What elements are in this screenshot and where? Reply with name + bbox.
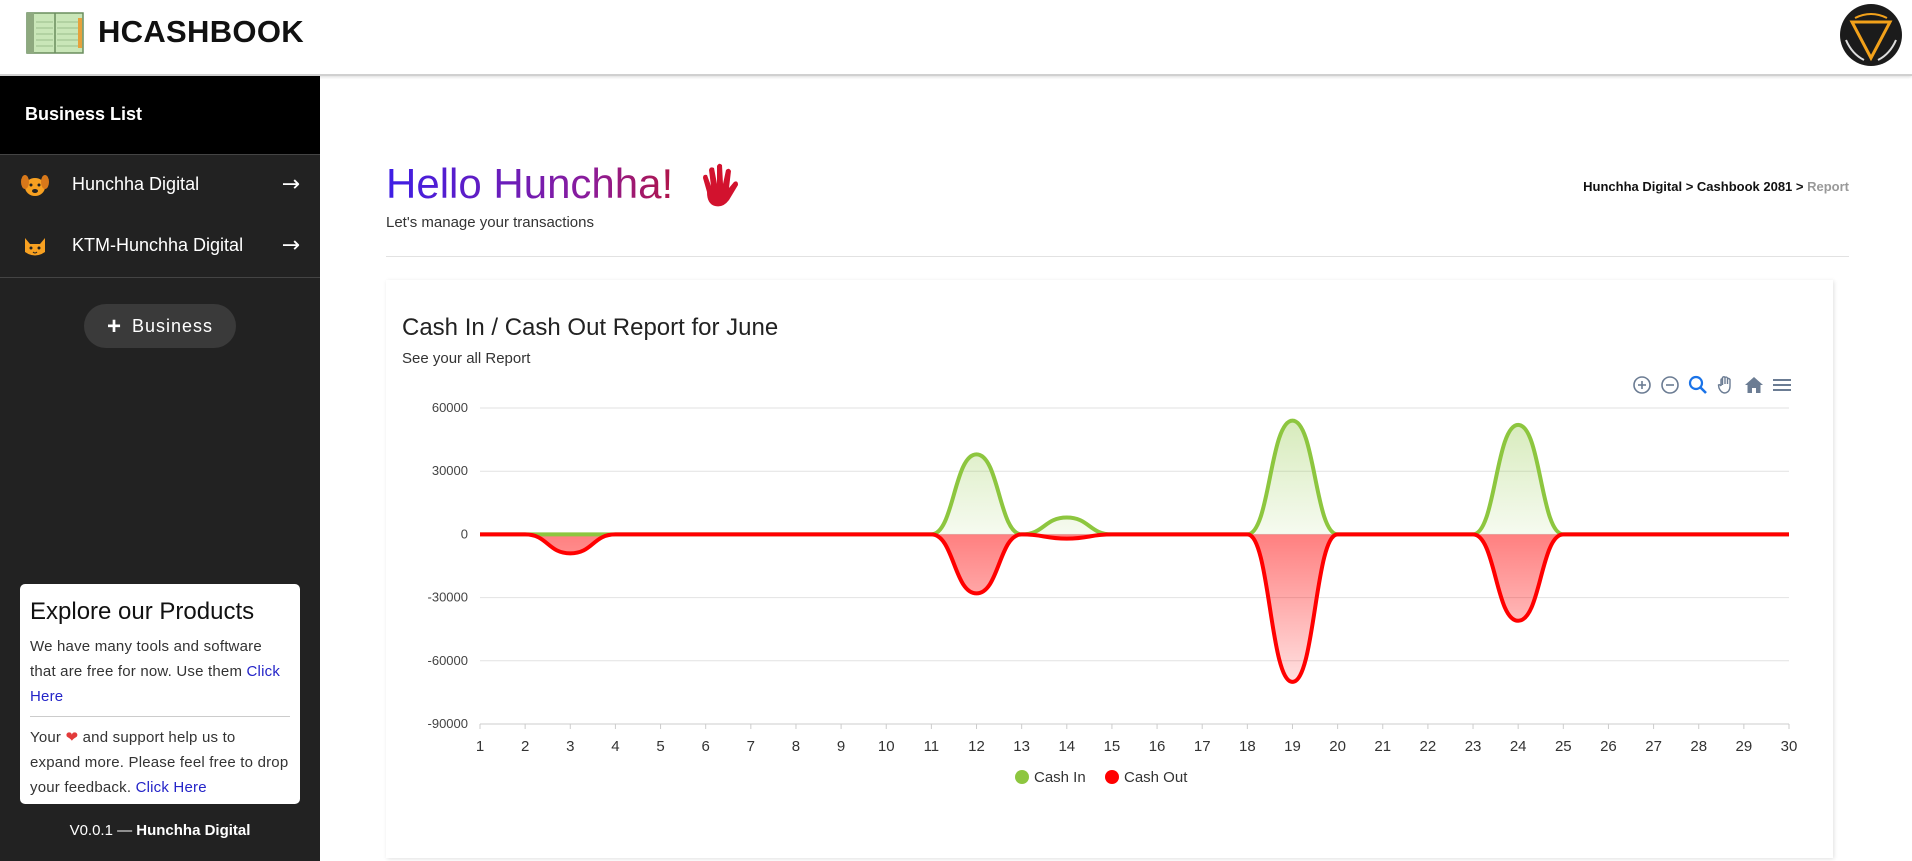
dog-icon — [21, 175, 49, 196]
legend-label: Cash In — [1034, 769, 1086, 786]
x-tick-label: 3 — [566, 738, 574, 755]
x-tick-label: 12 — [968, 738, 985, 755]
heart-icon: ❤ — [65, 729, 79, 746]
legend-item[interactable]: Cash In — [1015, 769, 1086, 786]
series-line-cash-in[interactable] — [480, 418, 1789, 537]
x-tick-label: 22 — [1420, 738, 1437, 755]
x-tick-label: 15 — [1104, 738, 1121, 755]
x-tick-label: 21 — [1374, 738, 1391, 755]
chart-toolbar — [1631, 374, 1793, 396]
series-line-cash-out[interactable] — [480, 532, 1789, 684]
waving-hand-icon — [703, 163, 738, 207]
promo-link-products[interactable]: Click Here — [30, 663, 281, 705]
x-tick-label: 18 — [1239, 738, 1256, 755]
arrow-right-icon[interactable]: → — [281, 172, 300, 197]
sidebar-item-hunchha-digital[interactable]: Hunchha Digital → — [0, 155, 320, 216]
promo-text: We have many tools and software that are… — [30, 638, 281, 705]
x-tick-label: 25 — [1555, 738, 1572, 755]
x-tick-label: 5 — [656, 738, 664, 755]
divider — [386, 256, 1849, 257]
legend-label: Cash Out — [1124, 769, 1188, 786]
sidebar-item-label: KTM-Hunchha Digital — [72, 235, 244, 255]
user-avatar[interactable] — [1840, 4, 1902, 66]
breadcrumb: Hunchha Digital > Cashbook 2081 > Report — [1583, 179, 1849, 194]
legend-item[interactable]: Cash Out — [1105, 769, 1188, 786]
divider — [0, 154, 320, 155]
x-tick-label: 16 — [1149, 738, 1166, 755]
cashbook-logo-icon — [26, 12, 84, 54]
series-area-cash-out — [480, 534, 1789, 682]
sidebar: Business List Hunchha Digital → KTM-Hunc… — [0, 76, 320, 861]
x-tick-label: 13 — [1013, 738, 1030, 755]
x-tick-label: 30 — [1781, 738, 1798, 755]
explore-products-card: Explore our Products We have many tools … — [20, 584, 300, 804]
x-tick-label: 1 — [476, 738, 484, 755]
legend-marker — [1105, 770, 1119, 784]
feedback-text: Your ❤ and support help us to expand mor… — [30, 729, 289, 796]
divider — [30, 716, 290, 717]
sidebar-item-ktm-hunchha-digital[interactable]: KTM-Hunchha Digital → — [0, 216, 320, 277]
x-tick-label: 26 — [1600, 738, 1617, 755]
y-tick-label: 0 — [461, 526, 468, 541]
home-icon[interactable] — [1743, 374, 1765, 396]
x-tick-label: 19 — [1284, 738, 1301, 755]
y-tick-label: -30000 — [428, 590, 468, 605]
pan-hand-icon[interactable] — [1715, 374, 1737, 396]
x-tick-label: 4 — [611, 738, 619, 755]
sidebar-item-label: Hunchha Digital — [72, 174, 200, 194]
x-tick-label: 24 — [1510, 738, 1527, 755]
sidebar-heading: Business List — [0, 76, 320, 154]
y-tick-label: -60000 — [428, 653, 468, 668]
cat-icon — [25, 238, 45, 256]
breadcrumb-item[interactable]: Cashbook 2081 — [1696, 179, 1793, 194]
divider — [0, 277, 320, 278]
report-card: Cash In / Cash Out Report for June See y… — [386, 280, 1833, 858]
x-tick-label: 7 — [747, 738, 755, 755]
x-tick-label: 29 — [1736, 738, 1753, 755]
x-tick-label: 11 — [924, 738, 940, 755]
legend-marker — [1015, 770, 1029, 784]
series-area-cash-in — [480, 420, 1789, 535]
magnifier-icon[interactable] — [1687, 374, 1709, 396]
x-tick-label: 8 — [792, 738, 800, 755]
add-business-button[interactable]: + Business — [84, 304, 236, 348]
arrow-right-icon[interactable]: → — [281, 233, 300, 258]
breadcrumb-current: Report — [1807, 179, 1849, 194]
avatar-logo-icon — [1841, 5, 1901, 65]
top-bar: HCASHBOOK — [0, 0, 1912, 76]
x-tick-label: 20 — [1329, 738, 1346, 755]
x-tick-label: 28 — [1690, 738, 1707, 755]
plus-icon: + — [106, 313, 122, 340]
x-tick-label: 2 — [521, 738, 529, 755]
version-info: V0.0.1 — Hunchha Digital — [69, 822, 251, 839]
y-tick-label: -90000 — [428, 716, 468, 731]
x-tick-label: 17 — [1194, 738, 1211, 755]
x-tick-label: 10 — [878, 738, 895, 755]
x-tick-label: 6 — [702, 738, 710, 755]
add-business-label: Business — [131, 316, 214, 336]
zoom-out-icon[interactable] — [1659, 374, 1681, 396]
x-tick-label: 27 — [1645, 738, 1662, 755]
brand-name[interactable]: HCASHBOOK — [98, 14, 304, 49]
x-tick-label: 23 — [1465, 738, 1482, 755]
menu-icon[interactable] — [1771, 374, 1793, 396]
promo-link-feedback[interactable]: Click Here — [135, 779, 207, 796]
breadcrumb-item[interactable]: Hunchha Digital — [1583, 179, 1683, 194]
y-tick-label: 30000 — [432, 463, 468, 478]
x-tick-label: 14 — [1058, 738, 1075, 755]
y-tick-label: 60000 — [432, 400, 468, 415]
greeting-title: Hello Hunchha! — [386, 160, 674, 207]
report-subtitle: See your all Report — [402, 350, 531, 367]
report-title: Cash In / Cash Out Report for June — [402, 314, 779, 341]
promo-title: Explore our Products — [30, 598, 255, 625]
x-tick-label: 9 — [837, 738, 845, 755]
zoom-in-icon[interactable] — [1631, 374, 1653, 396]
greeting-subtitle: Let's manage your transactions — [386, 214, 594, 231]
